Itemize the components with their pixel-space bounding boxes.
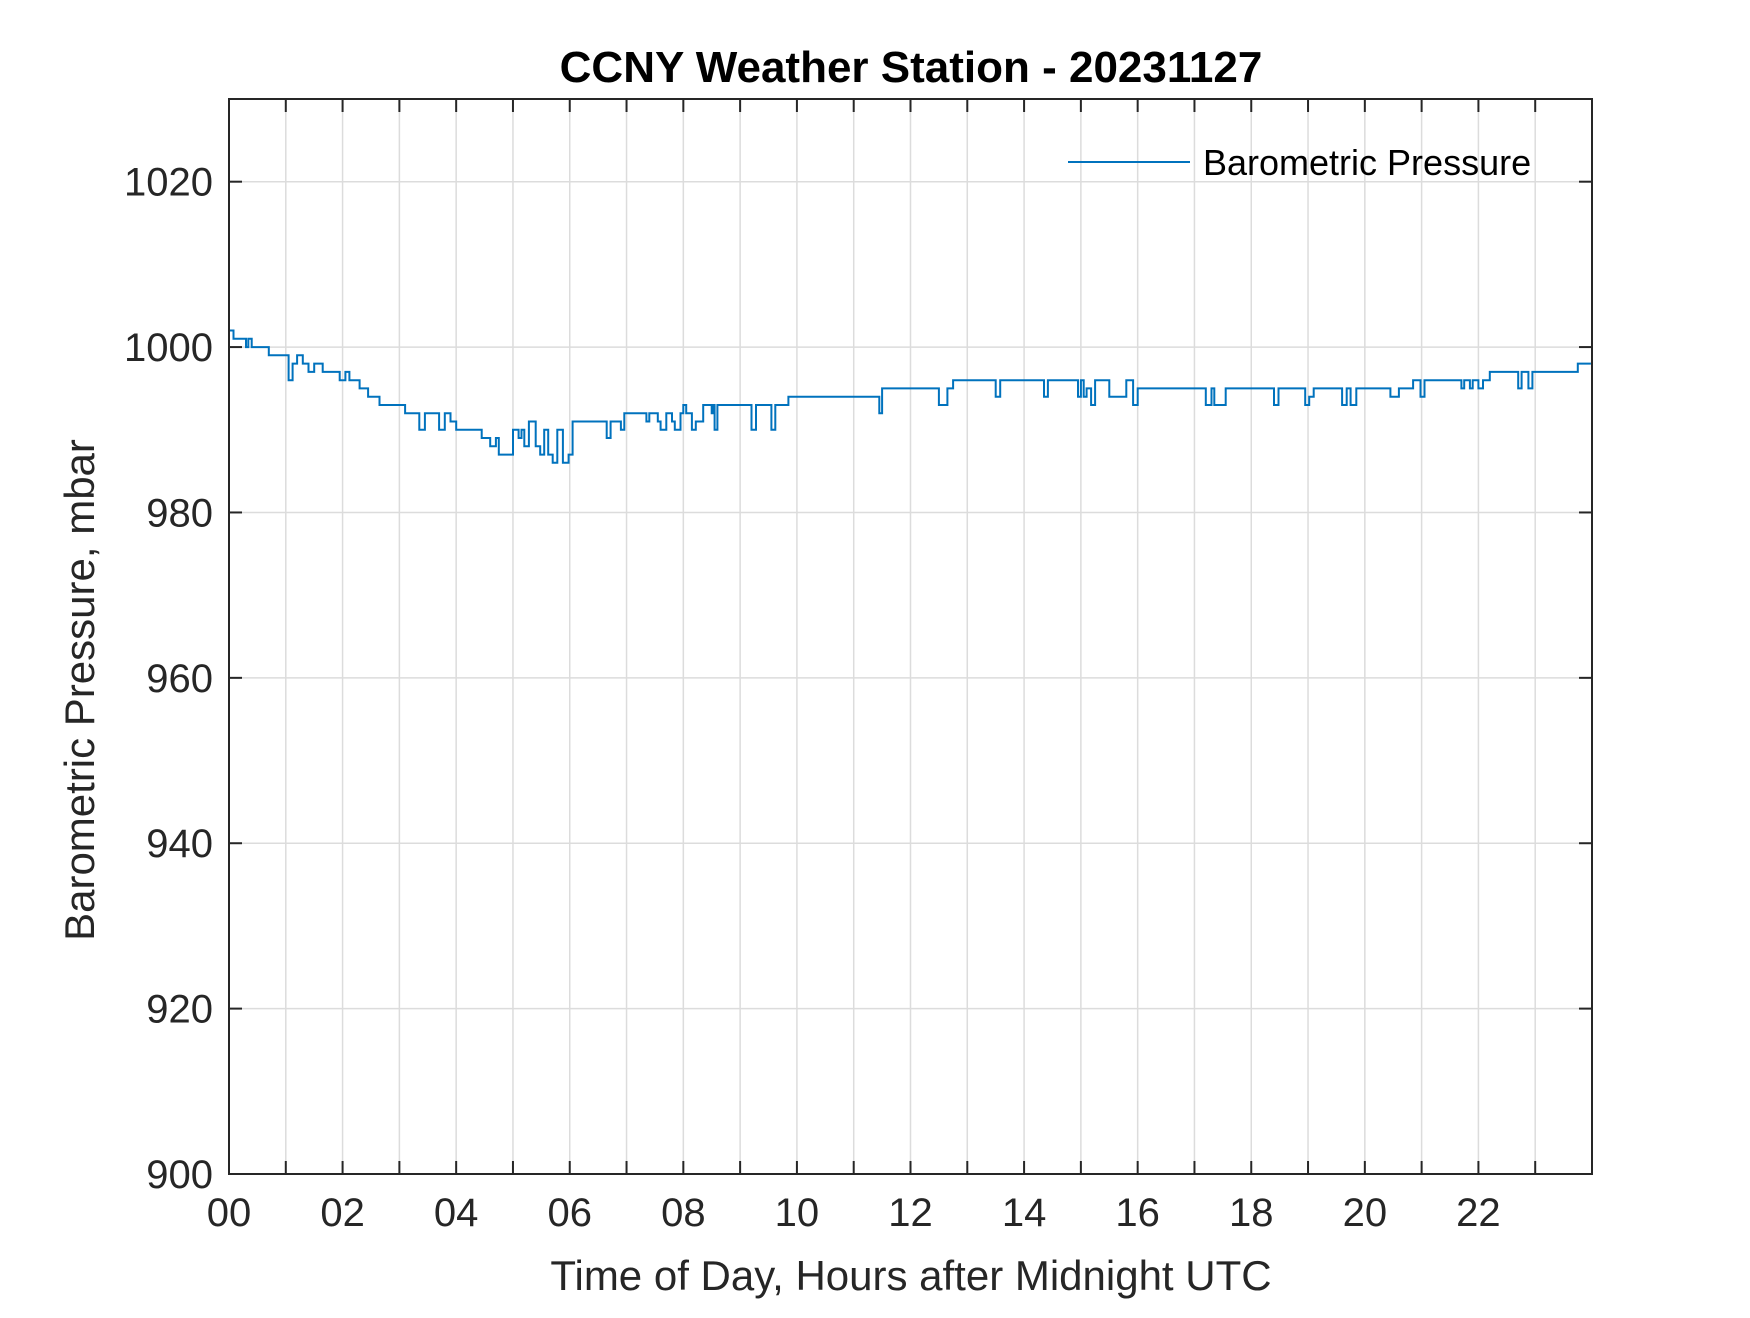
x-axis-label: Time of Day, Hours after Midnight UTC xyxy=(550,1252,1271,1299)
legend: Barometric Pressure xyxy=(1068,142,1531,183)
x-tick-label: 22 xyxy=(1456,1191,1501,1235)
series-layer xyxy=(229,329,1591,464)
x-tick-label: 20 xyxy=(1343,1191,1388,1235)
x-tick-label: 16 xyxy=(1115,1191,1160,1235)
series-line-barometric-pressure xyxy=(229,329,1591,464)
y-tick-label: 900 xyxy=(146,1153,213,1197)
x-tick-label: 10 xyxy=(775,1191,820,1235)
x-tick-label: 06 xyxy=(548,1191,593,1235)
tick-label-layer: 00 02 04 06 08 10 12 14 16 18 20 22 900 920 940 960 980 1… xyxy=(124,161,1501,1235)
y-tick-label: 980 xyxy=(146,491,213,535)
chart-title: CCNY Weather Station - 20231127 xyxy=(560,43,1263,92)
y-tick-label: 940 xyxy=(146,822,213,866)
x-tick-label: 00 xyxy=(207,1191,252,1235)
x-tick-label: 02 xyxy=(320,1191,365,1235)
x-tick-label: 08 xyxy=(661,1191,706,1235)
y-tick-label: 960 xyxy=(146,657,213,701)
x-tick-label: 12 xyxy=(888,1191,933,1235)
x-tick-label: 04 xyxy=(434,1191,479,1235)
legend-label-barometric-pressure: Barometric Pressure xyxy=(1203,142,1531,183)
y-axis-label: Barometric Pressure, mbar xyxy=(56,439,103,941)
y-tick-label: 920 xyxy=(146,988,213,1032)
x-tick-label: 18 xyxy=(1229,1191,1274,1235)
y-tick-label: 1020 xyxy=(124,161,213,205)
x-tick-label: 14 xyxy=(1002,1191,1047,1235)
tick-layer xyxy=(228,99,1592,1175)
y-tick-label: 1000 xyxy=(124,326,213,370)
